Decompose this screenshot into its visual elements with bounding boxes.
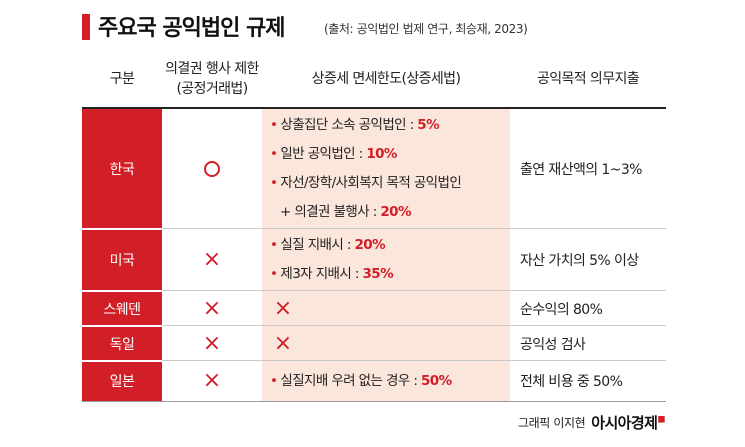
list-item: • 제3자 지배시 : 35% (270, 266, 394, 282)
header-voting-line1: 의결권 행사 제한 (165, 61, 259, 77)
voting-cell-korea (162, 109, 262, 229)
row-label-usa: 미국 (82, 229, 162, 291)
circle-icon (204, 161, 220, 177)
cross-icon: × (202, 330, 222, 356)
spending-japan: 전체 비용 중 50% (520, 374, 623, 390)
tax-cell-sweden: × (268, 291, 298, 326)
brand-mark-icon: ◼ (657, 414, 665, 425)
tax-list-korea: • 상출집단 소속 공익법인 : 5% • 일반 공익법인 : 10% • 자선/장학… (270, 111, 462, 227)
row-divider (82, 228, 666, 229)
graphic-credit: 그래픽 이지현 (518, 416, 586, 430)
tax-list-japan: • 실질지배 우려 없는 경우 : 50% (270, 367, 452, 396)
table-bottom-border (82, 401, 666, 402)
cross-icon: × (202, 247, 222, 272)
header-voting-line2: (공정거래법) (176, 81, 248, 97)
row-label-divider (82, 228, 162, 230)
list-item: • 실질지배 우려 없는 경우 : 50% (270, 373, 452, 389)
list-item: • 상출집단 소속 공익법인 : 5% (270, 117, 440, 133)
spending-germany: 공익성 검사 (520, 336, 586, 353)
row-divider (82, 290, 666, 291)
header-category: 구분 (109, 71, 135, 87)
header-voting: 의결권 행사 제한 (공정거래법) (162, 52, 262, 106)
row-label-germany: 독일 (82, 326, 162, 361)
spending-usa: 자산 가치의 5% 이상 (520, 253, 639, 269)
list-item: + 의결권 불행사 : 20% (280, 204, 411, 220)
spending-korea: 출연 재산액의 1~3% (520, 162, 642, 178)
list-item: • 실질 지배시 : 20% (270, 237, 386, 253)
voting-cell-germany: × (162, 326, 262, 361)
cross-icon: × (202, 295, 222, 321)
row-label-divider (82, 325, 162, 327)
title-accent-bar (82, 14, 90, 40)
tax-list-usa: • 실질 지배시 : 20% • 제3자 지배시 : 35% (270, 231, 394, 289)
brand-logo: 아시아경제◼ (591, 414, 665, 432)
header-tax: 상증세 면세한도(상증세법) (311, 71, 461, 87)
list-item: • 자선/장학/사회복지 목적 공익법인 (270, 175, 462, 191)
tax-column-shade (262, 109, 510, 401)
credit-line: 그래픽 이지현 아시아경제◼ (518, 412, 666, 433)
header-spending: 공익목적 의무지출 (536, 71, 640, 87)
tax-cell-germany: × (268, 326, 298, 361)
source-note: (출처: 공익법인 법제 연구, 최승재, 2023) (324, 22, 528, 36)
row-label-sweden: 스웨덴 (82, 291, 162, 326)
row-label-korea: 한국 (82, 109, 162, 229)
cross-icon: × (202, 368, 222, 393)
row-label-divider (82, 360, 162, 362)
header-divider (82, 107, 666, 109)
voting-cell-sweden: × (162, 291, 262, 326)
row-divider (82, 360, 666, 361)
voting-cell-japan: × (162, 361, 262, 401)
spending-sweden: 순수익의 80% (520, 301, 603, 318)
cross-icon: × (273, 295, 293, 321)
voting-cell-usa: × (162, 229, 262, 291)
list-item: • 일반 공익법인 : 10% (270, 146, 397, 162)
row-label-japan: 일본 (82, 361, 162, 401)
row-label-divider (82, 290, 162, 292)
page-title: 주요국 공익법인 규제 (98, 16, 285, 41)
cross-icon: × (273, 330, 293, 356)
row-divider (82, 325, 666, 326)
